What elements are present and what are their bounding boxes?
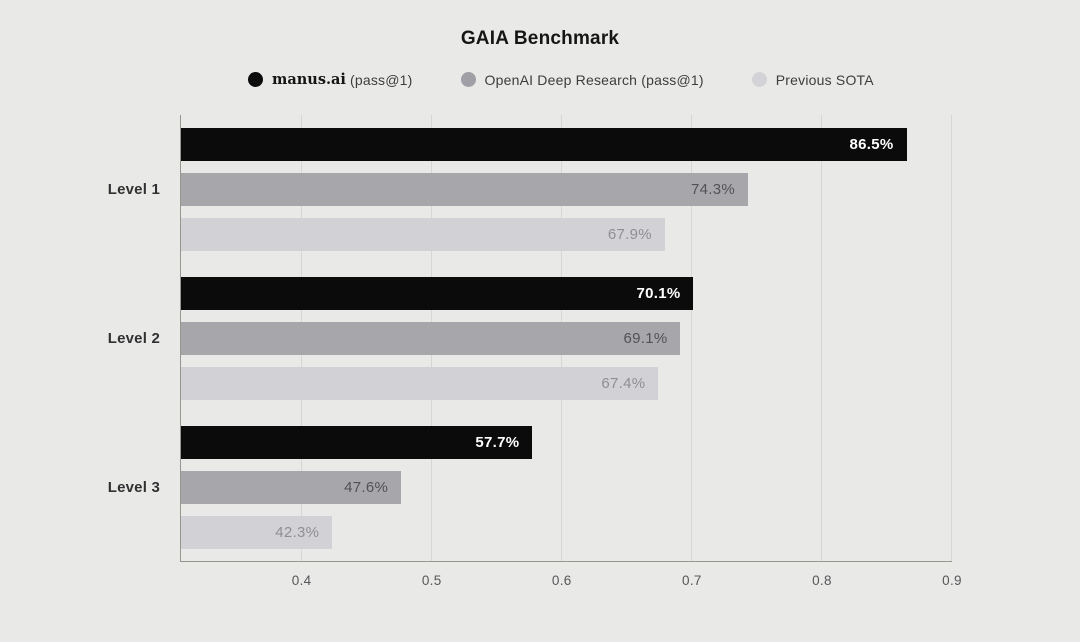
bar-series1-level-1: 86.5% xyxy=(181,128,907,161)
x-tick-label-0.4: 0.4 xyxy=(291,573,312,588)
bar-series2-level-2: 69.1% xyxy=(181,322,681,355)
category-label-level-1: Level 1 xyxy=(107,180,160,198)
legend-swatch-sota-icon xyxy=(751,72,767,87)
plot-area: 86.5% 74.3% 67.9% 70.1% 69.1% 67.4% 57.7% 47.6%… xyxy=(180,115,952,562)
chart-area: 86.5% 74.3% 67.9% 70.1% 69.1% 67.4% 57.7% 47.6%… xyxy=(0,115,1080,605)
bar-value-label: 70.1% xyxy=(636,285,681,302)
legend-item-sota: Previous SOTA xyxy=(751,71,874,88)
x-tick-label-0.7: 0.7 xyxy=(682,573,702,588)
bar-group-2: 70.1% 69.1% 67.4% xyxy=(181,264,952,413)
legend-label-openai: OpenAI Deep Research (pass@1) xyxy=(484,71,704,88)
bar-series3-level-1: 67.9% xyxy=(181,218,665,251)
bar-value-label: 86.5% xyxy=(849,136,894,153)
bar-value-label: 67.4% xyxy=(601,375,646,392)
legend-swatch-manus-icon xyxy=(248,72,263,87)
bar-value-label: 69.1% xyxy=(623,330,668,347)
legend: manus.ai (pass@1) OpenAI Deep Research (… xyxy=(248,71,874,88)
bar-series2-level-3: 47.6% xyxy=(181,471,402,504)
legend-swatch-openai-icon xyxy=(460,72,476,87)
x-tick-label-0.9: 0.9 xyxy=(942,573,962,588)
bar-group-1: 86.5% 74.3% 67.9% xyxy=(181,115,952,264)
bar-series3-level-3: 42.3% xyxy=(181,516,333,549)
bar-series1-level-2: 70.1% xyxy=(181,277,694,310)
legend-brand-manus: manus.ai xyxy=(272,71,346,88)
bar-series1-level-3: 57.7% xyxy=(181,426,533,459)
bar-value-label: 74.3% xyxy=(690,181,736,198)
bar-value-label: 47.6% xyxy=(344,479,389,496)
gridline-0.7 xyxy=(691,115,693,561)
legend-label-sota: Previous SOTA xyxy=(775,71,874,88)
bar-value-label: 67.9% xyxy=(607,226,652,243)
bar-value-label: 57.7% xyxy=(475,434,520,451)
x-axis-tick-labels: 0.4 0.5 0.6 0.7 0.8 0.9 xyxy=(180,562,962,592)
gridline-0.8 xyxy=(821,115,823,561)
category-label-level-2: Level 2 xyxy=(107,329,160,347)
legend-item-manus: manus.ai (pass@1) xyxy=(248,71,413,88)
category-label-level-3: Level 3 xyxy=(107,478,160,496)
x-tick-label-0.5: 0.5 xyxy=(421,573,442,588)
chart-title: GAIA Benchmark xyxy=(460,28,620,49)
bar-group-3: 57.7% 47.6% 42.3% xyxy=(181,413,952,562)
x-tick-label-0.6: 0.6 xyxy=(551,573,572,588)
bar-value-label: 42.3% xyxy=(275,524,320,541)
legend-label-manus: (pass@1) xyxy=(345,71,413,88)
bar-series2-level-1: 74.3% xyxy=(181,173,749,206)
legend-item-openai: OpenAI Deep Research (pass@1) xyxy=(460,71,704,88)
bar-groups: 86.5% 74.3% 67.9% 70.1% 69.1% 67.4% 57.7% 47.6%… xyxy=(181,115,952,561)
bar-series3-level-2: 67.4% xyxy=(181,367,659,400)
x-tick-label-0.8: 0.8 xyxy=(812,573,832,588)
gridline-0.9 xyxy=(951,115,952,561)
